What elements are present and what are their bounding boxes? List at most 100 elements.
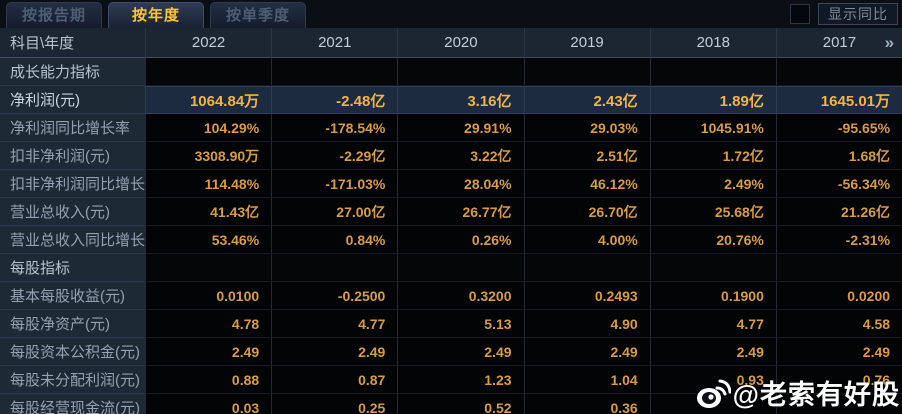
value-cell: 25.68亿 bbox=[649, 198, 776, 226]
table-header-row: 科目\年度 2022 2021 2020 2019 2018 2017 » bbox=[0, 28, 902, 58]
value-cell: 2.49 bbox=[397, 338, 524, 366]
value-cell: 0.84% bbox=[271, 226, 398, 254]
value-cell bbox=[649, 394, 776, 414]
year-column-header[interactable]: 2022 bbox=[145, 28, 272, 58]
value-cell: 3.16亿 bbox=[397, 86, 524, 114]
value-cell bbox=[271, 254, 398, 282]
value-cell: 21.26亿 bbox=[775, 198, 902, 226]
value-cell: -95.65% bbox=[775, 114, 902, 142]
value-cell: 4.78 bbox=[145, 310, 272, 338]
show-yoy-checkbox[interactable] bbox=[790, 4, 810, 24]
financial-table: 科目\年度 2022 2021 2020 2019 2018 2017 » 成长… bbox=[0, 28, 902, 414]
value-cell: 0.26% bbox=[397, 226, 524, 254]
section-header-row[interactable]: 每股指标 bbox=[0, 254, 902, 282]
value-cell: 4.00% bbox=[523, 226, 650, 254]
value-cell bbox=[775, 58, 902, 86]
value-cell bbox=[397, 58, 524, 86]
value-cell: -2.48亿 bbox=[271, 86, 398, 114]
value-cell: 0.87 bbox=[271, 366, 398, 394]
value-cell: 0.93 bbox=[649, 366, 776, 394]
table-row[interactable]: 扣非净利润(元) 3308.90万 -2.29亿 3.22亿 2.51亿 1.72亿 1.6… bbox=[0, 142, 902, 170]
value-cell: -2.31% bbox=[775, 226, 902, 254]
value-cell: 53.46% bbox=[145, 226, 272, 254]
value-cell: -0.2500 bbox=[271, 282, 398, 310]
value-cell: 29.91% bbox=[397, 114, 524, 142]
year-column-header[interactable]: 2018 bbox=[649, 28, 776, 58]
show-yoy-button[interactable]: 显示同比 bbox=[818, 3, 898, 25]
tab-by-report-period[interactable]: 按报告期 bbox=[6, 2, 102, 28]
year-label: 2017 bbox=[822, 34, 857, 51]
value-cell: 3308.90万 bbox=[145, 142, 272, 170]
table-row[interactable]: 基本每股收益(元) 0.0100 -0.2500 0.3200 0.2493 0.1900… bbox=[0, 282, 902, 310]
value-cell: 2.49 bbox=[145, 338, 272, 366]
year-column-header[interactable]: 2019 bbox=[523, 28, 650, 58]
value-cell: 1.72亿 bbox=[649, 142, 776, 170]
year-column-header[interactable]: 2021 bbox=[271, 28, 398, 58]
value-cell: 1.89亿 bbox=[649, 86, 776, 114]
row-label: 扣非净利润同比增长率 bbox=[0, 170, 145, 198]
row-label: 每股净资产(元) bbox=[0, 310, 145, 338]
row-label: 营业总收入同比增长率 bbox=[0, 226, 145, 254]
table-row[interactable]: 净利润同比增长率 104.29% -178.54% 29.91% 29.03% 1045.… bbox=[0, 114, 902, 142]
value-cell: -56.34% bbox=[775, 170, 902, 198]
row-label: 每股资本公积金(元) bbox=[0, 338, 145, 366]
value-cell: 4.77 bbox=[271, 310, 398, 338]
year-column-header[interactable]: 2017 » bbox=[775, 28, 902, 58]
yoy-controls: 显示同比 bbox=[790, 3, 898, 25]
value-cell bbox=[649, 58, 776, 86]
scroll-more-columns-icon[interactable]: » bbox=[884, 32, 895, 52]
table-row[interactable]: 净利润(元) 1064.84万 -2.48亿 3.16亿 2.43亿 1.89亿 1645.… bbox=[0, 86, 902, 114]
table-row[interactable]: 扣非净利润同比增长率114.48%-171.03%28.04%46.12%2.4… bbox=[0, 170, 902, 198]
section-header-row[interactable]: 成长能力指标 bbox=[0, 58, 902, 86]
table-row[interactable]: 营业总收入同比增长率53.46%0.84%0.26%4.00%20.76%-2.… bbox=[0, 226, 902, 254]
year-column-header[interactable]: 2020 bbox=[397, 28, 524, 58]
table-row[interactable]: 每股净资产(元) 4.78 4.77 5.13 4.90 4.77 4.58 bbox=[0, 310, 902, 338]
table-row[interactable]: 营业总收入(元) 41.43亿 27.00亿 26.77亿 26.70亿 25.68亿 21… bbox=[0, 198, 902, 226]
corner-header: 科目\年度 bbox=[0, 28, 145, 58]
value-cell: 2.49 bbox=[775, 338, 902, 366]
value-cell bbox=[523, 58, 650, 86]
tab-by-year[interactable]: 按年度 bbox=[108, 2, 204, 28]
value-cell: 2.49% bbox=[649, 170, 776, 198]
value-cell: -2.29亿 bbox=[271, 142, 398, 170]
value-cell bbox=[775, 254, 902, 282]
value-cell: 0.88 bbox=[145, 366, 272, 394]
value-cell: 0.76 bbox=[775, 366, 902, 394]
value-cell: 0.03 bbox=[145, 394, 272, 414]
value-cell: 104.29% bbox=[145, 114, 272, 142]
value-cell: 27.00亿 bbox=[271, 198, 398, 226]
value-cell: 26.77亿 bbox=[397, 198, 524, 226]
table-row[interactable]: 每股经营现金流(元) 0.03 0.25 0.52 0.36 bbox=[0, 394, 902, 414]
value-cell: 1064.84万 bbox=[145, 86, 272, 114]
table-row[interactable]: 每股资本公积金(元) 2.49 2.49 2.49 2.49 2.49 2.49 bbox=[0, 338, 902, 366]
row-label: 每股经营现金流(元) bbox=[0, 394, 145, 414]
value-cell bbox=[523, 254, 650, 282]
value-cell bbox=[649, 254, 776, 282]
value-cell: 41.43亿 bbox=[145, 198, 272, 226]
value-cell bbox=[145, 254, 272, 282]
value-cell: 0.0100 bbox=[145, 282, 272, 310]
table-row[interactable]: 每股未分配利润(元) 0.88 0.87 1.23 1.04 0.93 0.76 bbox=[0, 366, 902, 394]
value-cell: 0.0200 bbox=[775, 282, 902, 310]
value-cell: 1645.01万 bbox=[775, 86, 902, 114]
value-cell bbox=[397, 254, 524, 282]
row-label: 每股未分配利润(元) bbox=[0, 366, 145, 394]
row-label: 基本每股收益(元) bbox=[0, 282, 145, 310]
tab-by-single-quarter[interactable]: 按单季度 bbox=[210, 2, 306, 28]
value-cell: 2.43亿 bbox=[523, 86, 650, 114]
value-cell: 0.3200 bbox=[397, 282, 524, 310]
value-cell: -178.54% bbox=[271, 114, 398, 142]
row-label: 营业总收入(元) bbox=[0, 198, 145, 226]
value-cell: 1.68亿 bbox=[775, 142, 902, 170]
value-cell: 114.48% bbox=[145, 170, 272, 198]
value-cell: 2.51亿 bbox=[523, 142, 650, 170]
table-body: 成长能力指标 净利润(元) 1064.84万 -2.48亿 3.16亿 2.43亿 1.89… bbox=[0, 58, 902, 414]
value-cell: 1.23 bbox=[397, 366, 524, 394]
row-label: 净利润(元) bbox=[0, 86, 145, 114]
value-cell: 2.49 bbox=[271, 338, 398, 366]
value-cell: 0.36 bbox=[523, 394, 650, 414]
value-cell: 20.76% bbox=[649, 226, 776, 254]
value-cell: 29.03% bbox=[523, 114, 650, 142]
value-cell: 4.77 bbox=[649, 310, 776, 338]
value-cell: 1045.91% bbox=[649, 114, 776, 142]
